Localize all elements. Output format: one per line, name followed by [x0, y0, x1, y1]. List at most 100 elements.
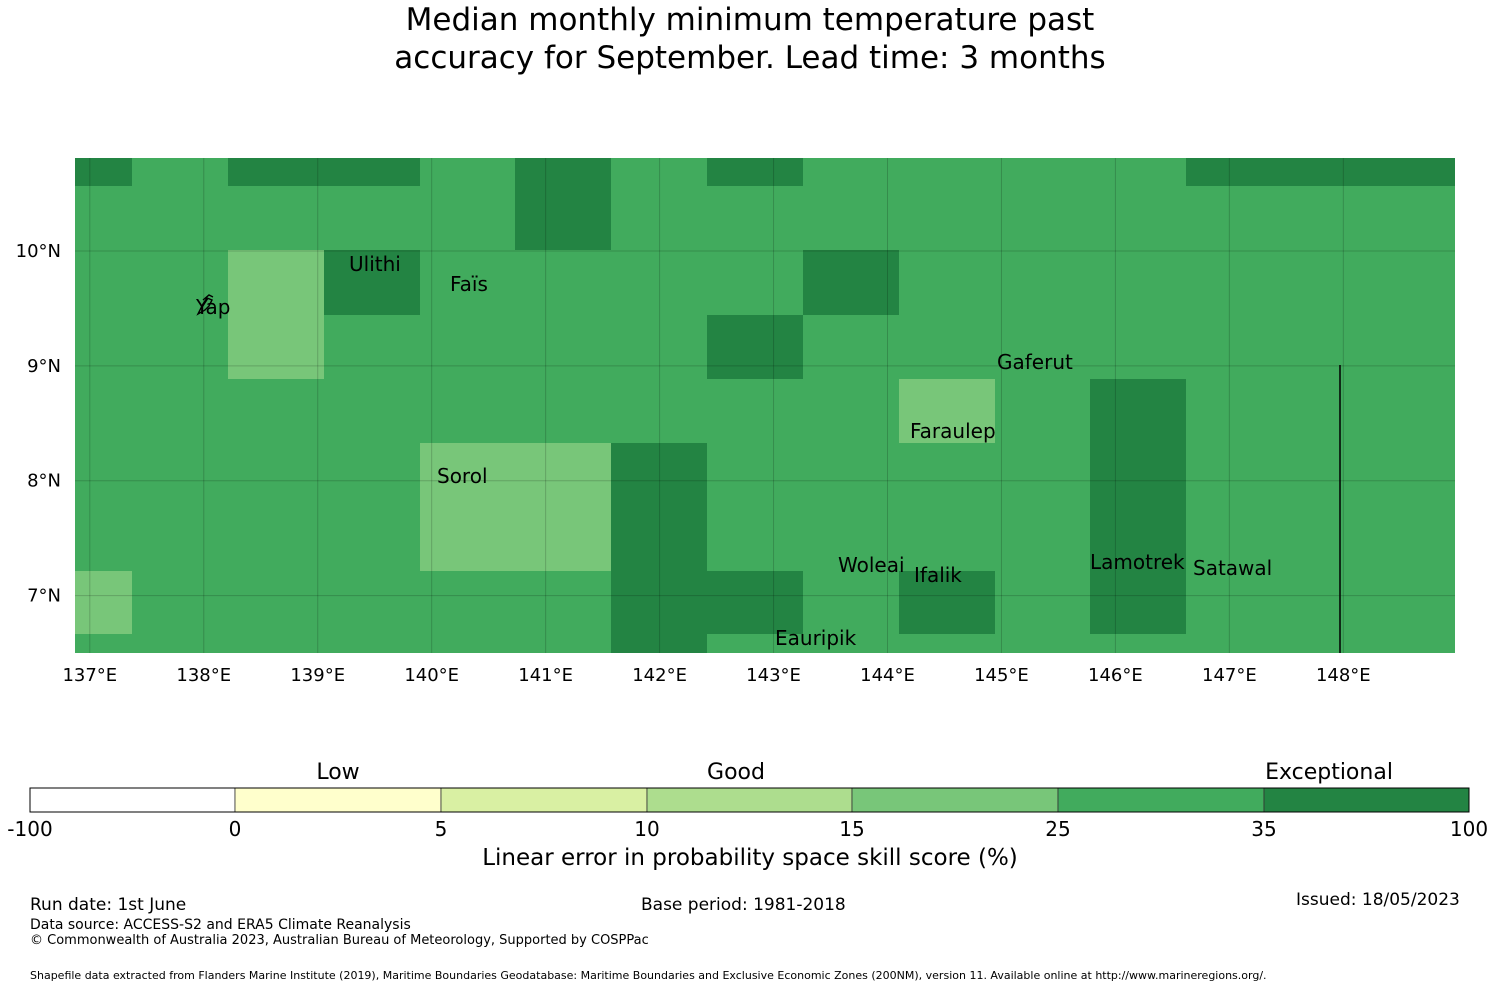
map-grid-cell [324, 443, 420, 507]
map-grid-cell [995, 443, 1090, 507]
map-grid-cell [228, 634, 324, 653]
map-grid-cell [75, 250, 132, 315]
map-grid-cell [1282, 186, 1378, 250]
map-grid-cell [611, 186, 707, 250]
map-grid-cell [515, 186, 611, 250]
map-grid-cell [515, 571, 611, 634]
yap-island-shape [196, 294, 214, 316]
map-grid-cell [515, 250, 611, 315]
map-grid-cell [1378, 571, 1455, 634]
colorbar-label-low: Low [316, 760, 360, 785]
map-grid-cell [1186, 379, 1282, 443]
map-grid-cell [132, 250, 228, 315]
map-grid-cell [324, 634, 420, 653]
run-date: Run date: 1st June [30, 895, 187, 915]
colorbar-segment [1057, 787, 1265, 813]
map-grid-cell [420, 315, 515, 379]
map-grid-cell [324, 250, 420, 315]
island-label-fais: Faïs [450, 272, 488, 296]
map-grid-cell [132, 443, 228, 507]
map-grid-cell [1186, 443, 1282, 507]
lat-tick-label: 10°N [16, 241, 61, 262]
map-grid-cell [899, 634, 995, 653]
lon-tick-label: 140°E [404, 665, 459, 686]
map-grid-cell [228, 250, 324, 315]
map-grid-cell [899, 158, 995, 186]
colorbar-tick-5: 5 [434, 817, 448, 841]
map-grid-cell [611, 634, 707, 653]
map-grid-cell [1282, 315, 1378, 379]
colorbar-segment [1263, 787, 1470, 813]
map-grid-cell [132, 158, 228, 186]
map-grid-cell [803, 443, 899, 507]
map-grid-cell [1378, 158, 1455, 186]
map-grid-cell [707, 507, 803, 571]
map-title-line1: Median monthly minimum temperature past [405, 2, 1095, 38]
map-grid-cell [1378, 634, 1455, 653]
map-grid-cell [1186, 571, 1282, 634]
colorbar-tick-100: 100 [1449, 817, 1489, 841]
map-grid-cell [1378, 250, 1455, 315]
map-grid-cell [1282, 634, 1378, 653]
map-grid-cell [707, 443, 803, 507]
colorbar-tick-15: 15 [839, 817, 865, 841]
map-grid-cell [132, 571, 228, 634]
lon-tick-label: 146°E [1088, 665, 1143, 686]
map-grid-cell [420, 379, 515, 443]
map-grid-cell [611, 315, 707, 379]
map-grid-cell [899, 443, 995, 507]
map-grid-cell [132, 507, 228, 571]
map-grid-cell [995, 507, 1090, 571]
map-grid-cell [75, 443, 132, 507]
map-grid-cell [1186, 315, 1282, 379]
island-label-yap: Yap [195, 295, 230, 319]
colorbar-label-exceptional: Exceptional [1265, 760, 1393, 785]
copyright: © Commonwealth of Australia 2023, Austra… [30, 933, 649, 948]
map-grid-cell [324, 379, 420, 443]
lon-tick-label: 137°E [62, 665, 117, 686]
map-grid-cell [228, 158, 324, 186]
map-grid-cell [611, 571, 707, 634]
map-grid-cell [1090, 571, 1186, 634]
map-grid-cell [1090, 250, 1186, 315]
island-label-eauripik: Eauripik [775, 626, 857, 650]
map-grid-cell [1090, 507, 1186, 571]
map-grid-cell [1090, 315, 1186, 379]
map-grid-cell [995, 634, 1090, 653]
map-grid-cell [228, 186, 324, 250]
map-grid-cell [75, 379, 132, 443]
map-grid-cell [707, 315, 803, 379]
island-label-woleai: Woleai [838, 553, 905, 577]
issued-date: Issued: 18/05/2023 [1296, 890, 1460, 910]
map-grid-cell [515, 634, 611, 653]
map-grid-cell [803, 379, 899, 443]
lon-tick-label: 143°E [746, 665, 801, 686]
map-grid-cell [132, 379, 228, 443]
lon-tick-label: 142°E [632, 665, 687, 686]
lat-tick-label: 7°N [27, 586, 61, 607]
map-grid-cell [707, 158, 803, 186]
map-grid-cell [803, 158, 899, 186]
colorbar-label-good: Good [707, 760, 765, 785]
map-grid-cell [324, 571, 420, 634]
map-title-line2: accuracy for September. Lead time: 3 mon… [394, 40, 1106, 76]
colorbar-tick-10: 10 [634, 817, 660, 841]
map-grid-cell [1282, 250, 1378, 315]
map-grid-cell [899, 571, 995, 634]
map-grid-cell [803, 250, 899, 315]
island-label-ulithi: Ulithi [349, 252, 401, 276]
colorbar-tick-35: 35 [1251, 817, 1277, 841]
map-grid-cell [1282, 379, 1378, 443]
map-grid-cell [803, 315, 899, 379]
map-grid-cell [132, 634, 228, 653]
map-grid-cell [515, 443, 611, 507]
map-grid-cell [1378, 443, 1455, 507]
map-grid-cell [899, 379, 995, 443]
colorbar-segment [646, 787, 853, 813]
map-grid-cell [707, 186, 803, 250]
island-label-ifalik: Ifalik [914, 563, 962, 587]
map-grid-cell [803, 571, 899, 634]
map-grid-cell [324, 315, 420, 379]
colorbar-segment [440, 787, 648, 813]
map-grid-cell [420, 158, 515, 186]
